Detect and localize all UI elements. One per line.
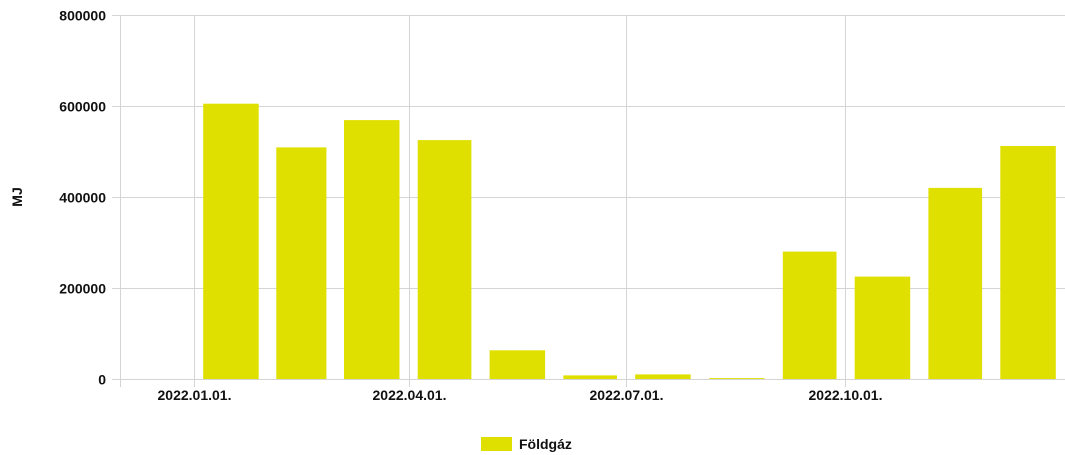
bar[interactable] — [709, 378, 765, 379]
y-tick-label: 800000 — [59, 8, 106, 24]
grid — [112, 15, 1065, 387]
bar[interactable] — [854, 276, 911, 379]
bar[interactable] — [344, 120, 400, 379]
bar[interactable] — [928, 187, 983, 379]
bar[interactable] — [203, 103, 259, 379]
x-tick-label: 2022.04.01. — [373, 387, 447, 403]
bar[interactable] — [563, 375, 617, 379]
legend[interactable]: Földgáz — [481, 436, 572, 452]
bar[interactable] — [417, 140, 472, 379]
legend-swatch — [481, 437, 512, 451]
x-tick-label: 2022.07.01. — [590, 387, 664, 403]
y-tick-label: 200000 — [59, 281, 106, 297]
x-axis-ticks: 2022.01.01. 2022.04.01. 2022.07.01. 2022.10… — [158, 387, 883, 403]
bar[interactable] — [276, 147, 327, 379]
bar[interactable] — [635, 374, 691, 379]
y-axis-title: MJ — [9, 187, 25, 206]
bars — [203, 103, 1056, 379]
y-axis-ticks: 0 200000 400000 600000 800000 — [59, 8, 106, 388]
legend-label: Földgáz — [519, 436, 572, 452]
y-tick-label: 0 — [98, 372, 106, 388]
bar[interactable] — [1000, 146, 1056, 379]
y-tick-label: 400000 — [59, 190, 106, 206]
bar[interactable] — [489, 350, 546, 379]
x-tick-label: 2022.01.01. — [158, 387, 232, 403]
bar[interactable] — [782, 251, 837, 379]
x-tick-label: 2022.10.01. — [809, 387, 883, 403]
y-tick-label: 600000 — [59, 99, 106, 115]
